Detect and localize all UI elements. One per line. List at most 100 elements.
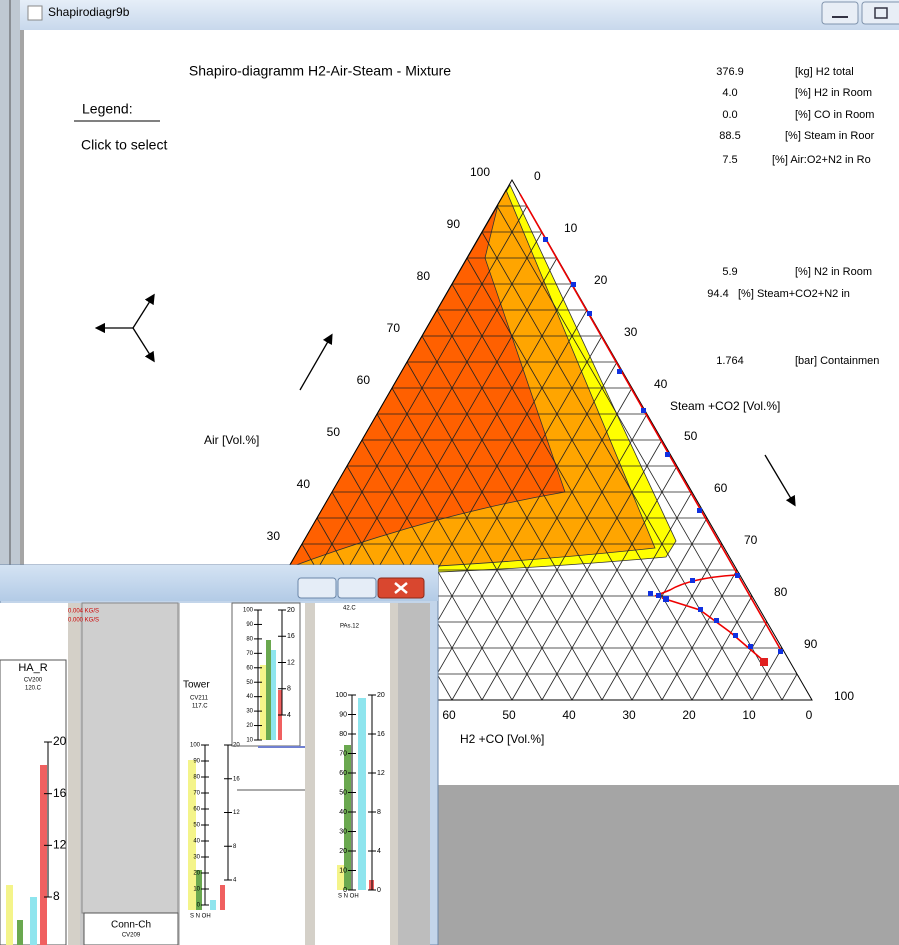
legend-hint[interactable]: Click to select — [81, 137, 167, 153]
level-bar — [210, 900, 216, 910]
scale-label: 80 — [339, 731, 347, 738]
steam-tick-label: 20 — [594, 273, 608, 287]
scale-label: 12 — [287, 659, 295, 666]
right-footer: S N OH — [338, 894, 359, 900]
scale-label: 40 — [339, 809, 347, 816]
scale-label: 50 — [246, 680, 253, 686]
ha-r-id: CV200 — [24, 678, 43, 684]
minimize-button[interactable] — [822, 2, 858, 24]
scale-label: 80 — [193, 775, 200, 781]
scale-label: 60 — [339, 770, 347, 777]
scale-label: 12 — [233, 810, 240, 816]
scale-label: 8 — [377, 809, 381, 816]
air-tick-label: 50 — [327, 425, 341, 439]
air-tick-label: 30 — [267, 529, 281, 543]
legend-heading: Legend: — [82, 101, 133, 117]
window-icon — [28, 6, 42, 20]
scale-label: 70 — [339, 750, 347, 757]
right-temp: 42.C — [343, 606, 356, 612]
readout-value: 94.4 — [707, 288, 728, 300]
air-axis-label: Air [Vol.%] — [204, 433, 259, 447]
scale-label: 70 — [193, 791, 200, 797]
air-tick-label: 100 — [470, 165, 490, 179]
scale-label: 4 — [287, 712, 291, 719]
scale-label: 100 — [243, 608, 254, 614]
scale-label: 10 — [246, 738, 253, 744]
scale-label: 90 — [246, 622, 253, 628]
scale-label: 60 — [246, 665, 253, 671]
readout-label: [kg] H2 total — [795, 66, 854, 78]
level-bar — [358, 698, 366, 890]
level-bar — [220, 885, 225, 910]
scale-label: 16 — [233, 776, 240, 782]
air-tick-label: 90 — [447, 217, 461, 231]
air-tick-label: 70 — [387, 321, 401, 335]
level-bar — [266, 640, 271, 740]
flow-label: 0.004 KG/S — [68, 609, 99, 615]
scale-label: 20 — [233, 743, 240, 749]
scale-label: 20 — [193, 871, 200, 877]
readout-value: 5.9 — [722, 266, 737, 278]
scale-label: 50 — [339, 789, 347, 796]
scale-label: 8 — [287, 686, 291, 693]
right-pressure: PAs.12 — [340, 624, 360, 630]
h2-tick-label: 50 — [502, 708, 516, 722]
readout-label: [bar] Containmen — [795, 355, 879, 367]
level-bar — [6, 885, 13, 945]
h2-tick-label: 60 — [442, 708, 456, 722]
steam-tick-label: 70 — [744, 533, 758, 547]
scale-label: 90 — [339, 711, 347, 718]
current-state — [760, 658, 768, 666]
h2-tick-label: 10 — [742, 708, 756, 722]
readout-label: [%] CO in Room — [795, 109, 874, 121]
readout-label: [%] Air:O2+N2 in Ro — [772, 154, 871, 166]
steam-tick-label: 90 — [804, 637, 818, 651]
readout-value: 1.764 — [716, 355, 744, 367]
readout-value: 0.0 — [722, 109, 737, 121]
tower-name: Tower — [183, 680, 210, 691]
scale-label: 16 — [377, 731, 385, 738]
screen: Shapirodiagr9b Shapiro-diagramm H2-Air-S… — [0, 0, 899, 945]
steam-axis-label: Steam +CO2 [Vol.%] — [670, 399, 780, 413]
scale-label: 30 — [246, 709, 253, 715]
level-bar — [30, 897, 37, 945]
level-bar — [260, 665, 266, 740]
maximize-button[interactable] — [862, 2, 899, 24]
scale-label: 30 — [193, 855, 200, 861]
steam-tick-label: 60 — [714, 481, 728, 495]
level-bar — [17, 920, 23, 945]
scale-label: 50 — [193, 823, 200, 829]
scale-label: 20 — [339, 848, 347, 855]
scale-label: 20 — [246, 723, 253, 729]
h2-tick-label: 40 — [562, 708, 576, 722]
gauge-maximize[interactable] — [338, 578, 376, 598]
tower-id: CV211 — [190, 696, 209, 702]
gauge-window: 0.004 KG/S 0.000 KG/S HA_R CV200 120.C C… — [0, 565, 438, 945]
scale-label: 70 — [246, 651, 253, 657]
tower-temp: 117.C — [192, 704, 208, 710]
level-bar — [271, 650, 276, 740]
gauge-minimize[interactable] — [298, 578, 336, 598]
h2-tick-label: 20 — [682, 708, 696, 722]
steam-tick-label: 100 — [834, 689, 854, 703]
scale-label: 20 — [377, 692, 385, 699]
steam-tick-label: 10 — [564, 221, 578, 235]
ha-r-name: HA_R — [18, 662, 47, 674]
conn-name: Conn-Ch — [111, 920, 151, 931]
conn-id: CV209 — [122, 933, 141, 939]
scale-label: 90 — [193, 759, 200, 765]
h2-tick-label: 30 — [622, 708, 636, 722]
air-tick-label: 40 — [297, 477, 311, 491]
scale-label: 0 — [377, 887, 381, 894]
readout-value: 7.5 — [722, 154, 737, 166]
readout-label: [%] H2 in Room — [795, 87, 872, 99]
readout-value: 376.9 — [716, 66, 744, 78]
scale-label: 10 — [339, 867, 347, 874]
scale-label: 12 — [53, 838, 67, 852]
readout-label: [%] N2 in Room — [795, 266, 872, 278]
readout-value: 4.0 — [722, 87, 737, 99]
scale-label: 40 — [246, 694, 253, 700]
scale-label: 16 — [287, 633, 295, 640]
scale-label: 4 — [377, 848, 381, 855]
air-tick-label: 80 — [417, 269, 431, 283]
